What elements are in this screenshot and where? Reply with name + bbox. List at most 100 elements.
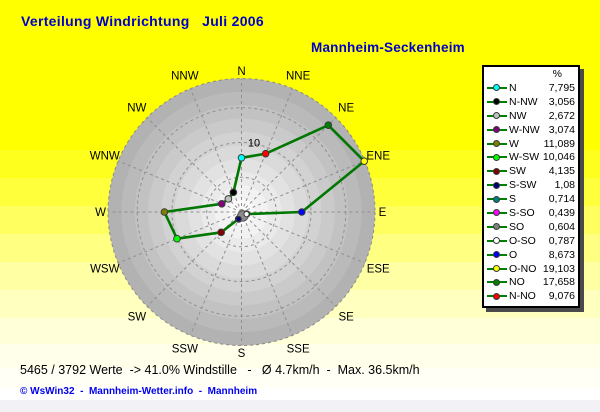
compass-label-NNW: NNW [171,70,199,82]
compass-label-SW: SW [128,312,147,324]
data-marker-WSW [173,234,181,243]
compass-label-WSW: WSW [90,264,120,276]
grid-ring [136,107,347,317]
data-marker-NE [324,121,333,129]
legend-marker-icon [487,222,507,231]
legend-value: 10,046 [542,151,575,164]
legend-row: W-SW 10,046 [484,150,578,164]
ring-value-label: 10 [248,137,260,149]
compass-label-NW: NW [127,102,146,114]
copyright-line: © WsWin32 - Mannheim-Wetter.info - Mannh… [20,386,258,397]
data-marker-top-ESE [243,210,250,218]
legend-marker-icon [487,264,507,273]
legend-value: 19,103 [542,262,575,275]
legend-label: S-SO [509,206,535,219]
windrose-chart: N NNE NE ENE E ESE SE SSE S SSW SW WSW W WNW NW NNW 10 [90,66,391,360]
legend-value: 2,672 [548,109,575,122]
grid-spoke [241,211,366,264]
data-marker-NNW [229,188,238,197]
legend-value: 7,795 [548,81,575,94]
grid-spoke [146,117,242,213]
legend-marker-icon [487,195,507,204]
legend-value: 1,08 [554,179,575,192]
legend-label: NW [509,109,527,122]
compass-label-S: S [238,348,246,360]
legend-header: % [552,68,562,80]
legend-rows: N 7,795 N-NW 3,056 NW 2,672 W-NW 3,074 W 11,089 W-… [484,81,578,303]
legend-value: 0,714 [548,193,575,206]
legend-marker-icon [487,139,507,148]
legend-label: SO [509,220,525,233]
legend-value: 3,056 [548,95,575,108]
grid-spoke [241,117,337,213]
legend-row: N 7,795 [484,81,578,95]
compass-label-E: E [379,207,387,219]
compass-label-NNE: NNE [286,70,311,82]
legend-marker-icon [487,278,507,287]
legend-value: 11,089 [543,137,575,150]
data-marker-ENE [360,157,369,165]
grid-spoke [189,88,242,213]
legend-row: O 8,673 [484,248,578,262]
compass-label-NE: NE [338,102,354,114]
legend-label: N-NW [509,95,538,108]
legend-marker-icon [487,97,507,106]
legend-marker-icon [487,181,507,190]
grid-spoke [117,160,242,213]
legend-marker-icon [487,167,507,176]
data-marker-W [160,208,169,216]
legend-value: 17,658 [542,276,575,289]
legend-label: S [509,193,517,206]
legend-row: S-SO 0,439 [484,206,578,220]
statistics-line: 5465 / 3792 Werte -> 41.0% Windstille - … [20,363,420,377]
legend-label: S-SW [509,179,537,192]
legend-value: 9,076 [548,290,575,303]
data-marker-NNE [261,149,270,158]
legend-label: W [509,137,519,150]
legend-marker-icon [487,292,507,301]
legend-row: S-SW 1,08 [484,178,578,192]
legend-value: 4,135 [548,165,575,178]
data-marker-WNW [217,200,226,208]
compass-label-SE: SE [338,312,354,324]
data-marker-top-SSW [235,215,242,223]
grid-spoke [241,160,366,213]
legend-row: SW 4,135 [484,164,578,178]
legend-row: W 11,089 [484,137,578,151]
compass-label-ENE: ENE [366,150,390,162]
legend-marker-icon [487,250,507,259]
legend-marker-icon [487,125,507,134]
station-name: Mannheim-Seckenheim [311,40,465,55]
legend-row: S 0,714 [484,192,578,206]
compass-label-SSW: SSW [172,344,198,356]
legend-marker-icon [487,111,507,120]
compass-label-N: N [237,66,245,78]
legend-row: NO 17,658 [484,275,578,289]
legend-row: SO 0,604 [484,220,578,234]
legend-row: O-NO 19,103 [484,262,578,276]
legend-row: N-NW 3,056 [484,95,578,109]
legend-marker-icon [487,83,507,92]
data-marker-N [237,154,246,162]
legend-row: O-SO 0,787 [484,234,578,248]
legend-label: W-SW [509,151,540,164]
legend-box: % N 7,795 N-NW 3,056 NW 2,672 W-NW 3,074 W 11,089… [482,65,580,308]
legend-value: 0,787 [548,234,575,247]
legend-label: N-NO [509,290,536,303]
legend-marker-icon [487,208,507,217]
chart-title: Verteilung Windrichtung Juli 2006 [21,13,264,29]
legend-label: NO [509,276,525,289]
legend-value: 3,074 [548,123,575,136]
legend-value: 8,673 [548,248,575,261]
grid-spoke [189,211,242,336]
compass-label-ESE: ESE [367,264,390,276]
legend-label: W-NW [509,123,540,136]
legend-label: O [509,248,518,261]
grid-ring-outer [107,78,376,346]
legend-marker-icon [487,236,507,245]
legend-value: 0,439 [548,206,575,219]
grid-spoke [241,211,294,336]
compass-label-SSE: SSE [287,344,310,356]
legend-value: 0,604 [548,220,575,233]
compass-label-W: W [95,207,106,219]
